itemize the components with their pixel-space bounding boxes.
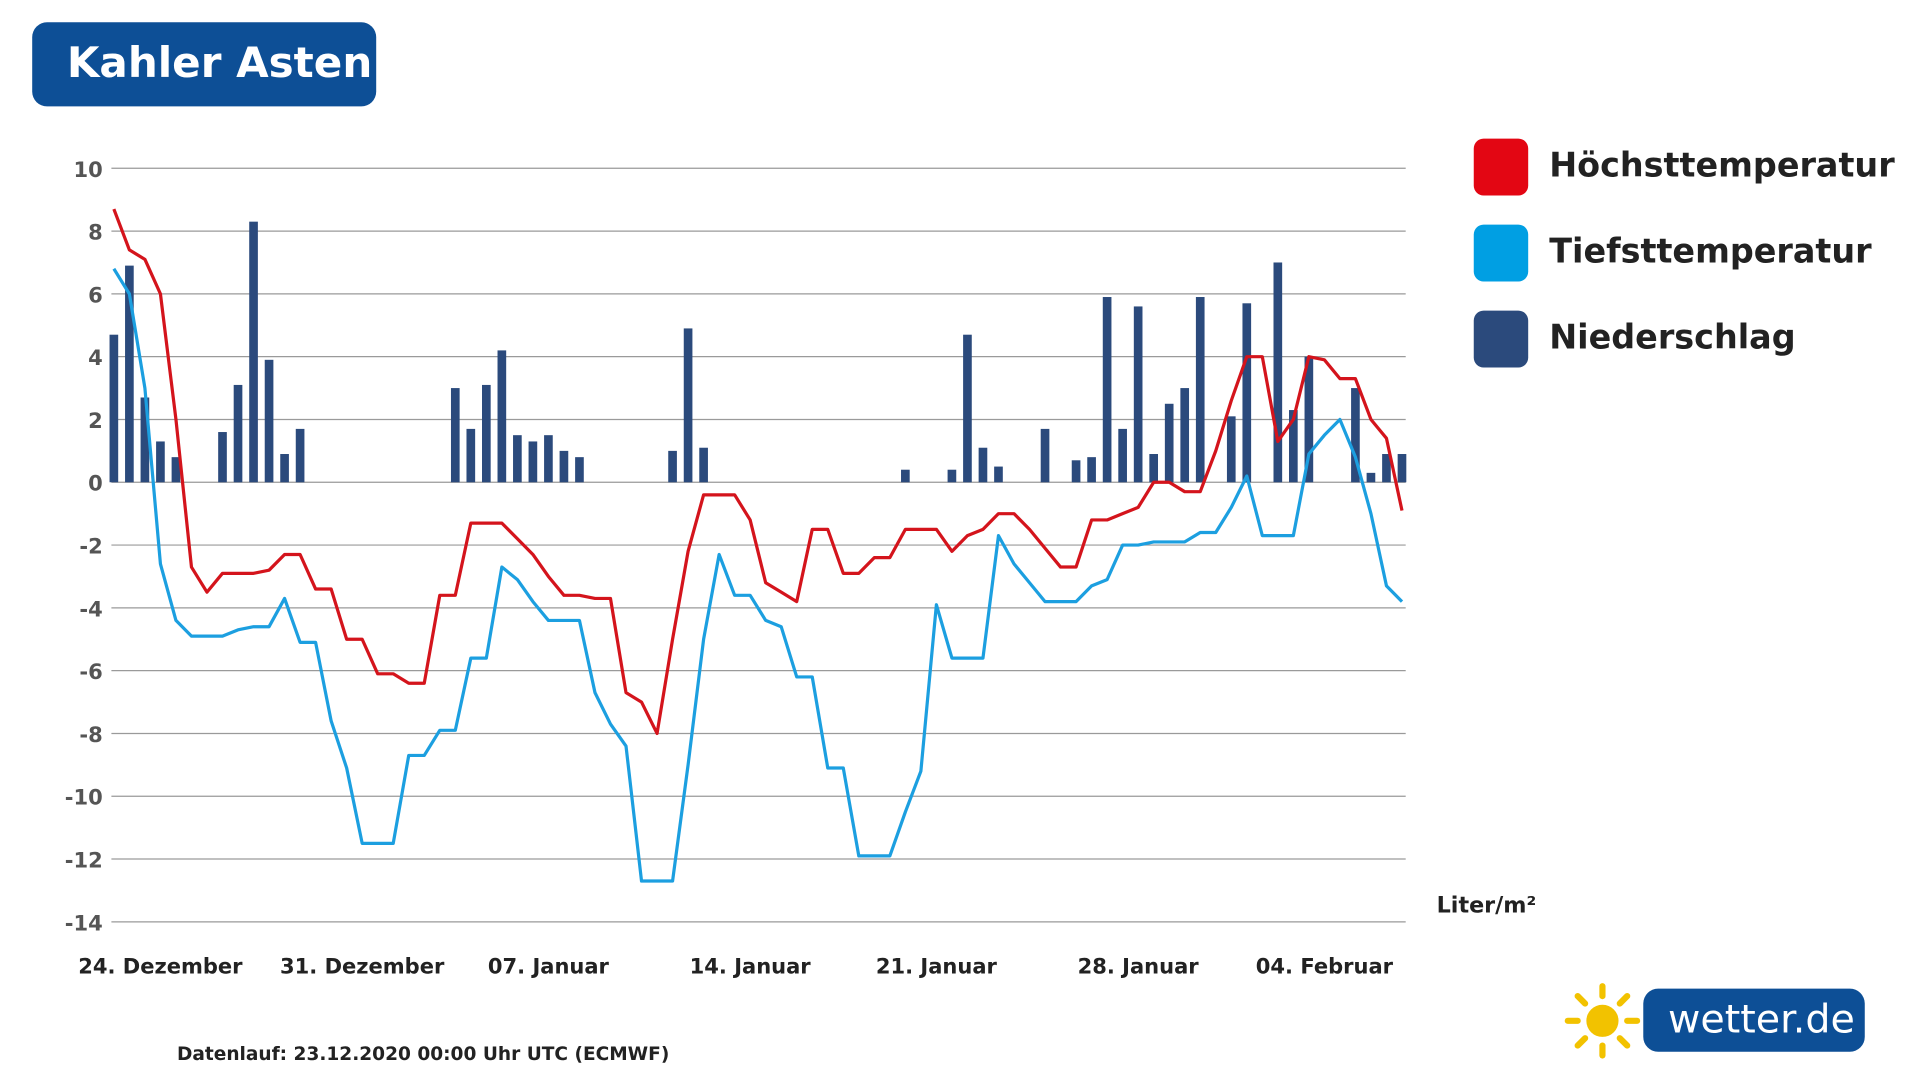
y-tick-label: -6 xyxy=(79,659,102,684)
bar xyxy=(978,447,988,483)
bar xyxy=(109,334,119,483)
bar xyxy=(1164,403,1174,483)
bar xyxy=(559,450,569,483)
legend-swatch xyxy=(1473,310,1529,368)
y-tick-label: -10 xyxy=(65,785,103,810)
y-tick-label: -14 xyxy=(65,910,103,935)
bar xyxy=(575,457,584,483)
logo-text: wetter.de xyxy=(1668,997,1855,1043)
bar xyxy=(683,328,693,483)
bar xyxy=(947,469,957,483)
x-tick-label: 04. Februar xyxy=(1256,954,1394,979)
logo xyxy=(1564,983,1865,1059)
bar xyxy=(125,265,134,483)
bar xyxy=(901,469,910,483)
y-tick-label: -4 xyxy=(79,596,102,621)
chart-title: Kahler Asten xyxy=(67,38,372,87)
bar xyxy=(1087,457,1096,483)
bar xyxy=(156,441,165,483)
bar xyxy=(264,359,274,483)
bar xyxy=(1242,303,1252,483)
bar xyxy=(1382,454,1391,483)
legend-label: Höchsttemperatur xyxy=(1549,146,1895,185)
y-tick-label: 10 xyxy=(73,157,102,182)
bar xyxy=(233,384,243,483)
legend-swatch xyxy=(1473,224,1529,282)
y-tick-label: 2 xyxy=(88,408,103,433)
title-box xyxy=(32,22,377,107)
bar-unit-label: Liter/m² xyxy=(1437,892,1537,918)
bar xyxy=(1180,388,1190,483)
bar xyxy=(218,432,227,483)
bar xyxy=(1289,410,1298,483)
footnote: Datenlauf: 23.12.2020 00:00 Uhr UTC (ECM… xyxy=(177,1044,669,1065)
bar xyxy=(140,397,150,483)
bar xyxy=(1226,416,1236,483)
y-tick-label: 6 xyxy=(88,282,103,307)
line xyxy=(112,267,1404,883)
bar xyxy=(1040,428,1050,483)
x-tick-label: 24. Dezember xyxy=(78,954,243,979)
legend-label: Tiefsttemperatur xyxy=(1549,232,1872,271)
x-tick-label: 07. Januar xyxy=(488,954,610,979)
x-tick-label: 31. Dezember xyxy=(280,954,445,979)
bar xyxy=(544,435,553,483)
bar xyxy=(1366,472,1376,483)
bar xyxy=(699,447,708,483)
y-tick-label: -2 xyxy=(79,534,102,559)
bar xyxy=(1397,454,1407,483)
bar xyxy=(994,466,1003,483)
legend-label: Niederschlag xyxy=(1549,318,1795,357)
x-tick-label: 14. Januar xyxy=(690,954,812,979)
bar xyxy=(528,441,538,483)
bar xyxy=(1149,454,1159,483)
y-tick-label: -8 xyxy=(79,722,102,747)
line xyxy=(112,208,1404,736)
bar xyxy=(497,350,507,483)
bar xyxy=(450,388,460,483)
bar xyxy=(513,435,522,483)
bar xyxy=(1351,388,1360,483)
y-tick-label: 4 xyxy=(88,345,103,370)
bar xyxy=(280,454,289,483)
bar xyxy=(171,457,181,483)
y-tick-label: 0 xyxy=(88,471,103,496)
bar xyxy=(1273,262,1283,483)
y-tick-label: 8 xyxy=(88,220,103,245)
bar xyxy=(1133,306,1143,483)
bar xyxy=(1304,356,1314,483)
bar xyxy=(1118,428,1127,483)
bar xyxy=(1195,297,1205,483)
bar xyxy=(963,334,972,483)
bar xyxy=(1102,297,1112,483)
legend-swatch xyxy=(1473,138,1529,196)
bar xyxy=(249,221,258,483)
x-tick-label: 21. Januar xyxy=(876,954,998,979)
bar xyxy=(482,384,491,483)
bar xyxy=(668,450,677,483)
bar xyxy=(466,428,476,483)
x-tick-label: 28. Januar xyxy=(1078,954,1200,979)
bar xyxy=(295,428,305,483)
y-tick-label: -12 xyxy=(65,848,103,873)
bar xyxy=(1071,460,1081,483)
